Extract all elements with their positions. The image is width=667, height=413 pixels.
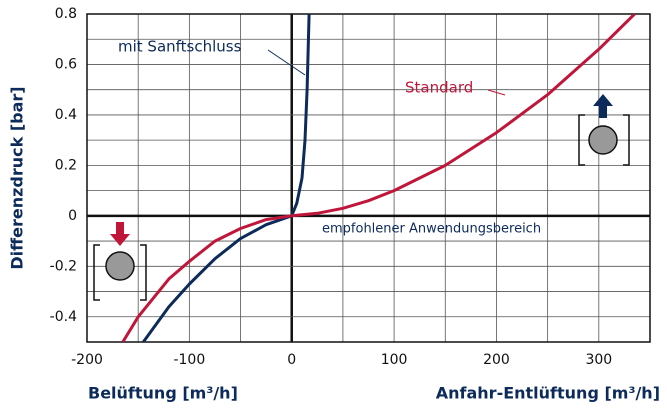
y-tick-label: 0 xyxy=(68,208,77,224)
x-axis-label-left: Belüftung [m³/h] xyxy=(88,384,238,403)
x-axis-label-right: Anfahr-Entlüftung [m³/h] xyxy=(436,384,660,403)
y-tick-label: 0.8 xyxy=(55,6,77,22)
series-line xyxy=(143,14,309,342)
y-tick-label: 0.6 xyxy=(55,56,77,72)
series-line xyxy=(123,14,635,342)
valve-icons xyxy=(94,94,629,300)
series-label: mit Sanftschluss xyxy=(118,38,242,56)
x-tick-label: -200 xyxy=(71,352,103,368)
plot-frame xyxy=(87,14,650,342)
leader-line xyxy=(268,50,305,75)
y-axis-label: Differenzdruck [bar] xyxy=(8,86,27,269)
chart: Differenzdruck [bar] Belüftung [m³/h] An… xyxy=(0,0,667,413)
x-tick-label: 300 xyxy=(585,352,612,368)
series-label: Standard xyxy=(405,79,473,97)
plot: -200 -100 0 100 200 300 0.8 0.6 0.4 0.2 0 -0.2 -0.4 e… xyxy=(50,6,650,368)
y-tick-label: 0.4 xyxy=(55,107,77,123)
x-tick-label: 100 xyxy=(381,352,408,368)
x-tick-label: 0 xyxy=(287,352,296,368)
annotation: empfohlener Anwendungsbereich xyxy=(322,222,541,237)
x-tick-label: 200 xyxy=(483,352,510,368)
y-tick-label: -0.4 xyxy=(50,309,77,325)
y-tick-label: 0.2 xyxy=(55,157,77,173)
x-tick-label: -100 xyxy=(173,352,205,368)
y-tick-label: -0.2 xyxy=(50,258,77,274)
